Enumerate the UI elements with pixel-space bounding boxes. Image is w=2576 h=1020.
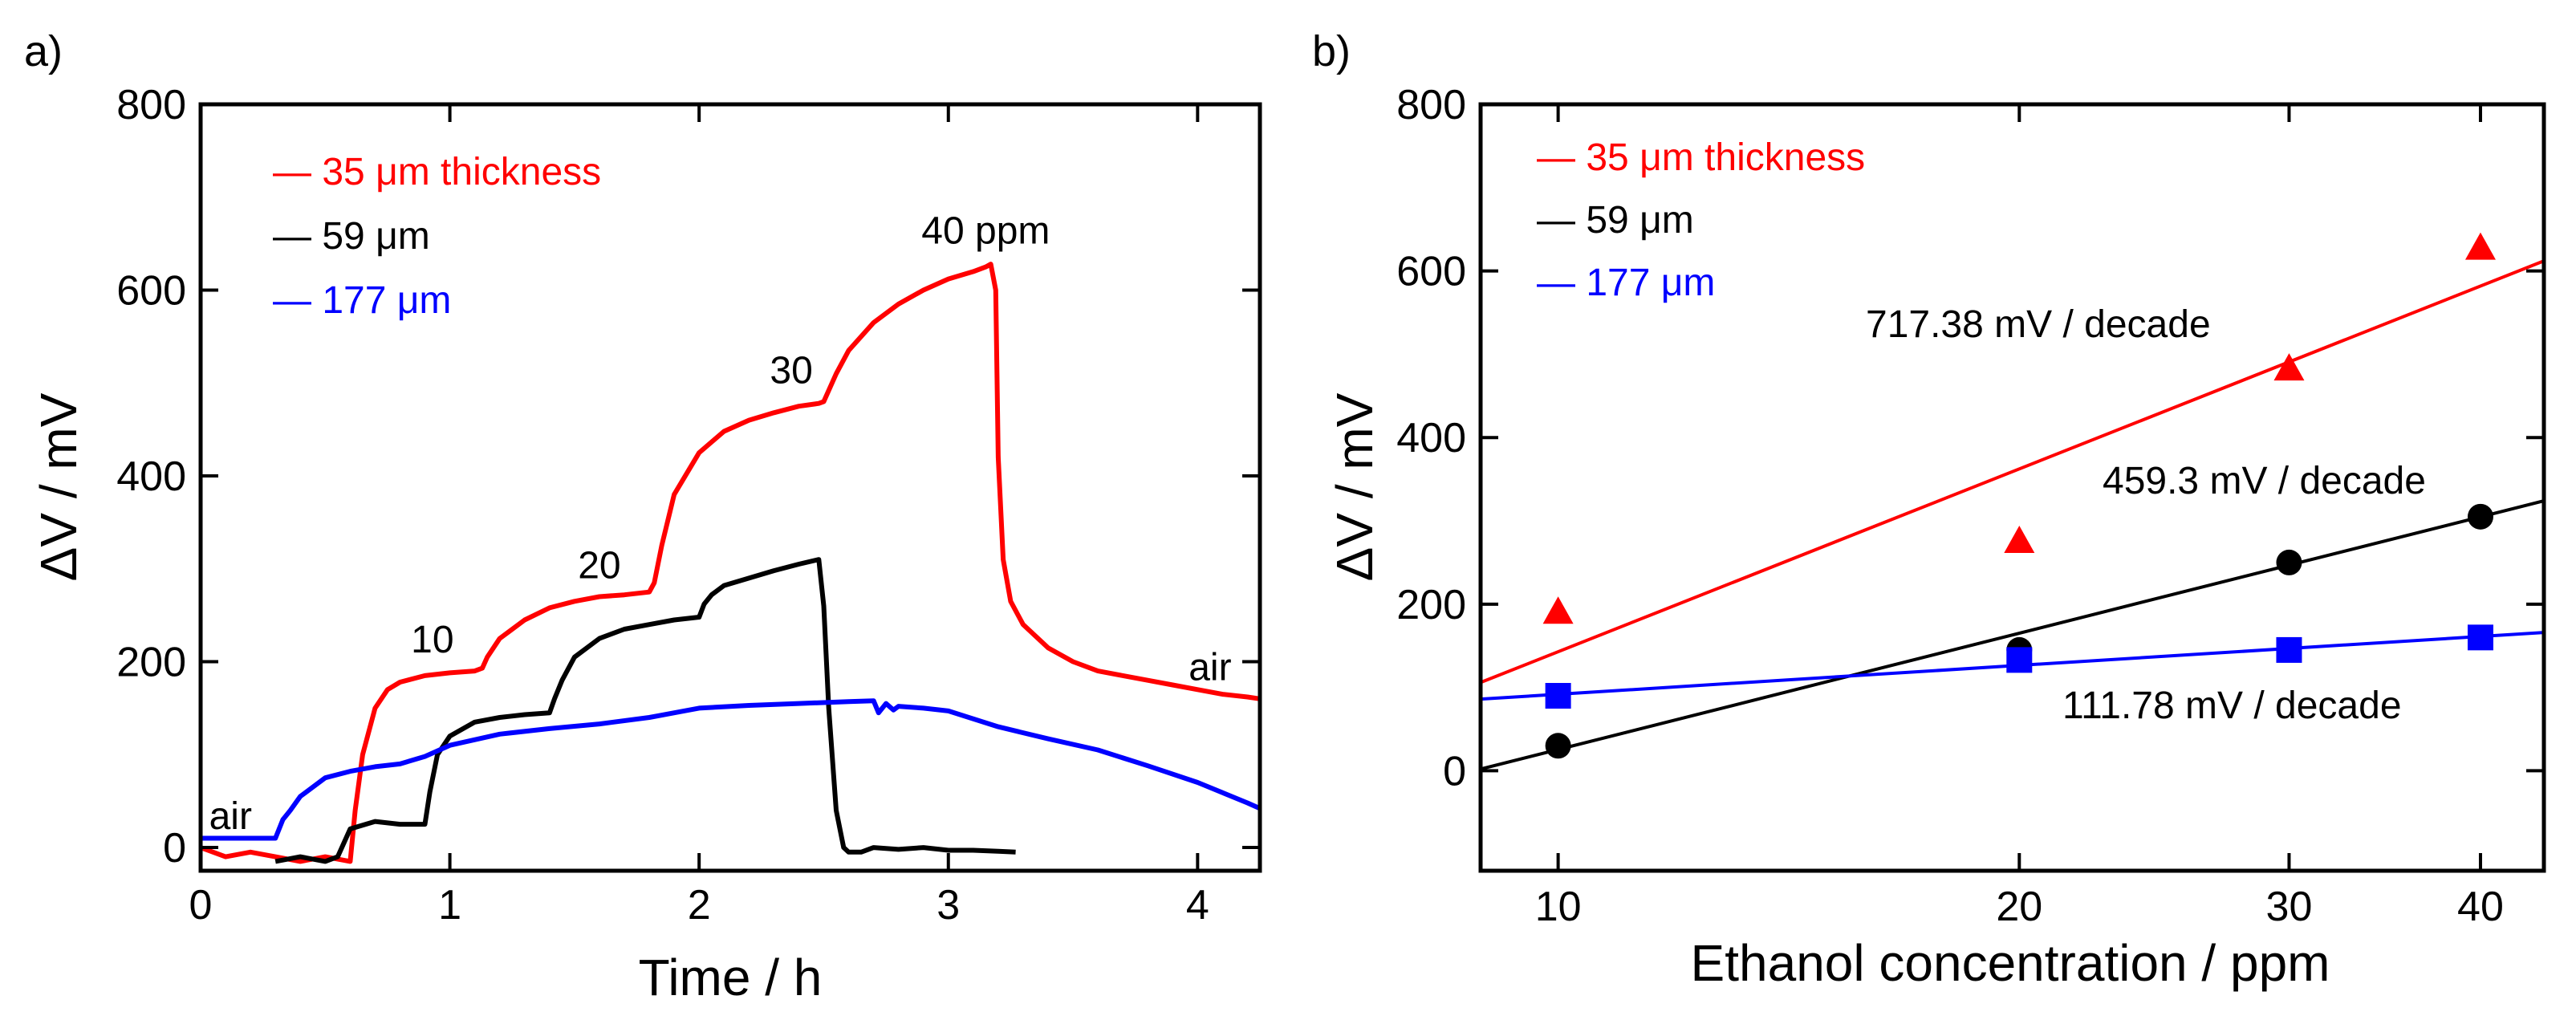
panel-b-y-tick-label: 800: [1396, 82, 1466, 128]
panel-b-point-59-m: [1545, 733, 1571, 759]
panel-a-legend-black: — 59 μm: [273, 215, 430, 258]
panel-a-y-tick-label: 600: [116, 268, 186, 315]
panel-b-fit-line-35-m-thickness: [1480, 259, 2545, 685]
panel-a-legend-red: — 35 μm thickness: [273, 151, 601, 193]
panel-a-y-tick-label: 200: [116, 640, 186, 686]
panel-a-annotation-10: 10: [411, 619, 453, 661]
panel-a-label: a): [24, 27, 63, 75]
panel-b-fit-line-59-m: [1480, 499, 2545, 771]
panel-a-series-59-m: [274, 557, 1016, 864]
panel-b-point-35-m-thickness: [2004, 525, 2035, 553]
panel-a-y-tick-label: 400: [116, 453, 186, 500]
panel-b-x-tick-label: 20: [1996, 884, 2042, 930]
panel-a-annotation-30: 30: [770, 349, 812, 392]
panel-b-y-tick-label: 600: [1396, 249, 1466, 295]
panel-a-series-35-m-thickness: [199, 262, 1261, 864]
panel-a-annotation-air: air: [209, 795, 252, 838]
panel-a-annotation-20: 20: [578, 544, 620, 587]
panel-b-slope-label-blue: 111.78 mV / decade: [2062, 685, 2402, 727]
panel-b-y-tick-label: 400: [1396, 415, 1466, 461]
panel-b-slope-label-black: 459.3 mV / decade: [2103, 460, 2426, 502]
panel-a-x-axis-label: Time / h: [639, 949, 823, 1006]
panel-b-y-tick-label: 200: [1396, 582, 1466, 628]
panel-a-time-response: a) 0 1 2 3 4 0 200 400 600 800 — 35 μm thickness …: [24, 27, 1262, 1006]
panel-a-annotation-air: air: [1188, 647, 1231, 689]
panel-a-x-tick-label: 4: [1186, 882, 1209, 929]
panel-b-y-axis-label: ΔV / mV: [1326, 392, 1383, 581]
panel-a-series-group: [199, 262, 1262, 864]
panel-b-y-tick-label: 0: [1443, 748, 1466, 794]
panel-a-x-tick-label: 2: [688, 882, 711, 929]
panel-b-point-177-m: [1545, 683, 1571, 709]
panel-b-legend: — 35 μm thickness — 59 μm — 177 μm: [1537, 136, 1865, 304]
panel-a-plot-area: 0 1 2 3 4 0 200 400 600 800: [116, 82, 1262, 929]
panel-a-x-tick-label: 0: [189, 882, 213, 929]
panel-b-legend-black: — 59 μm: [1537, 199, 1694, 242]
panel-b-point-177-m: [2006, 647, 2033, 673]
panel-a-annotation-40-ppm: 40 ppm: [921, 210, 1050, 253]
panel-a-y-tick-label: 800: [116, 82, 186, 128]
panel-a-ticks: 0 1 2 3 4 0 200 400 600 800: [116, 82, 1260, 929]
panel-a-plot-frame: [198, 102, 1262, 873]
panel-a-y-tick-label: 0: [163, 825, 186, 872]
panel-b-label: b): [1312, 27, 1351, 75]
panel-a-annotations: air 10 20 30 40 ppm air: [209, 210, 1232, 838]
panel-a-x-tick-label: 1: [438, 882, 461, 929]
panel-a-legend: — 35 μm thickness — 59 μm — 177 μm: [273, 151, 601, 322]
panel-b-x-tick-label: 10: [1535, 884, 1582, 930]
panel-b-x-tick-label: 40: [2457, 884, 2504, 930]
panel-b-point-35-m-thickness: [1542, 596, 1574, 624]
panel-b-series-group: [1480, 232, 2545, 771]
panel-b-legend-red: — 35 μm thickness: [1537, 136, 1865, 179]
panel-b-x-axis-label: Ethanol concentration / ppm: [1691, 934, 2330, 992]
panel-b-point-59-m: [2467, 503, 2493, 530]
panel-a-legend-blue: — 177 μm: [273, 279, 451, 322]
panel-b-point-177-m: [2467, 624, 2493, 651]
panel-a-x-tick-label: 3: [937, 882, 960, 929]
panel-b-point-59-m: [2276, 549, 2302, 575]
panel-b-plot-frame: [1478, 102, 2546, 873]
panel-b-point-177-m: [2276, 636, 2302, 663]
panel-b-point-35-m-thickness: [2273, 353, 2305, 381]
panel-a-y-axis-label: ΔV / mV: [30, 392, 87, 581]
panel-b-x-tick-label: 30: [2266, 884, 2313, 930]
panel-a-series-177-m: [201, 698, 1262, 841]
panel-b-slope-label-red: 717.38 mV / decade: [1866, 303, 2211, 346]
panel-b-legend-blue: — 177 μm: [1537, 262, 1715, 304]
panel-b-point-35-m-thickness: [2464, 232, 2496, 260]
